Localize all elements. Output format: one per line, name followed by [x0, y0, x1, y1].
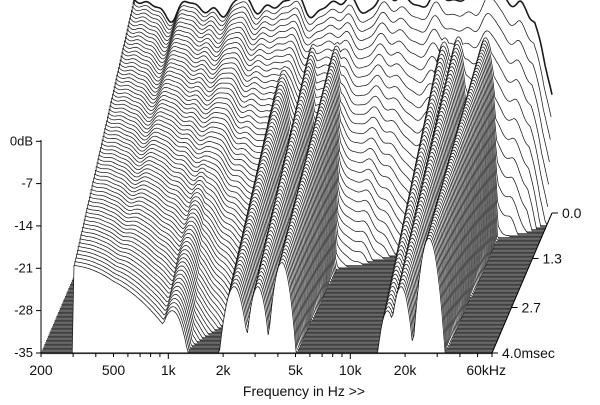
decay-slice: [41, 237, 492, 354]
x-ticks: 200 500 1k 2k 5k 10k 20k 60kHz: [29, 353, 506, 378]
x-tick-label: 20k: [394, 362, 418, 378]
x-axis-label: Frequency in Hz >>: [243, 383, 365, 399]
y-tick-label: -28: [14, 303, 33, 318]
decay-slice: [99, 5, 551, 218]
y-tick-label: -14: [14, 218, 33, 233]
decay-slice: [101, 0, 553, 214]
decay-slice: [98, 9, 550, 220]
decay-slice: [100, 0, 552, 216]
decay-slice: [97, 13, 549, 222]
x-tick-label: 2k: [216, 362, 232, 378]
z-ticks: 0.0 1.3 2.7 4.0msec: [492, 205, 582, 361]
z-tick-label: 4.0msec: [502, 345, 555, 361]
y-tick-label: -21: [14, 260, 33, 275]
z-tick-label: 0.0: [562, 205, 582, 221]
x-tick-label: 500: [102, 362, 126, 378]
y-tick-label: -35: [14, 345, 33, 360]
x-tick-label: 200: [29, 362, 53, 378]
x-tick-label: 10k: [339, 362, 363, 378]
x-tick-label: 5k: [288, 362, 304, 378]
y-ticks: 0dB -7 -14 -21 -28 -35: [10, 133, 41, 360]
slice-fill: [41, 238, 492, 353]
x-tick-label: 1k: [161, 362, 177, 378]
axes: [40, 140, 553, 354]
z-axis-line: [491, 212, 553, 354]
z-tick-label: 2.7: [522, 300, 542, 316]
x-tick-label: 60kHz: [466, 362, 506, 378]
y-tick-label: -7: [21, 176, 33, 191]
decay-slices: [41, 0, 553, 354]
z-tick-label: 1.3: [543, 251, 563, 267]
y-tick-label: 0dB: [10, 133, 33, 148]
